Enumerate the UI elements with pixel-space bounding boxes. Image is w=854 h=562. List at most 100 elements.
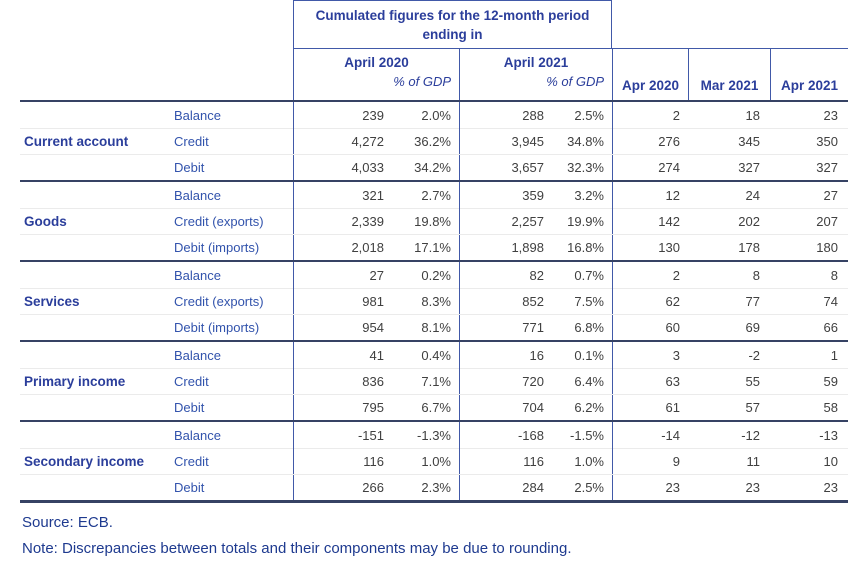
value-cell: 66 bbox=[823, 319, 838, 335]
row-item-label: Credit bbox=[174, 453, 209, 469]
value-cell: 23 bbox=[612, 474, 688, 500]
value-cell: 3,657 bbox=[459, 154, 550, 180]
category-label: Current account bbox=[24, 133, 129, 149]
value-cell: 2.5% bbox=[574, 479, 604, 495]
row-item-label: Credit (exports) bbox=[174, 293, 264, 309]
value-cell: 359 bbox=[459, 182, 550, 208]
row-item-label: Credit bbox=[174, 373, 209, 389]
value-cell: 55 bbox=[745, 373, 760, 389]
value-cell: -2 bbox=[748, 347, 760, 363]
value-cell: -12 bbox=[741, 427, 760, 443]
row-item-label: Debit (imports) bbox=[174, 239, 260, 255]
row-item-label: Balance bbox=[174, 107, 221, 123]
value-cell: 981 bbox=[293, 288, 390, 314]
value-cell: 8.3% bbox=[421, 293, 451, 309]
row-item-label: Debit (imports) bbox=[174, 319, 260, 335]
value-cell: 274 bbox=[612, 154, 688, 180]
value-cell: 27 bbox=[823, 187, 838, 203]
value-cell: 63 bbox=[612, 368, 688, 394]
value-cell: 284 bbox=[459, 474, 550, 500]
value-cell: 202 bbox=[738, 213, 760, 229]
value-cell: 4,272 bbox=[293, 128, 390, 154]
value-cell: -1.5% bbox=[570, 427, 604, 443]
value-cell: 2,018 bbox=[293, 234, 390, 260]
table-footer: Source: ECB. Note: Discrepancies between… bbox=[22, 510, 572, 562]
value-cell: 6.2% bbox=[574, 399, 604, 415]
category-label: Services bbox=[24, 293, 80, 309]
value-cell: 17.1% bbox=[414, 239, 451, 255]
value-cell: 771 bbox=[459, 314, 550, 340]
row-item-label: Balance bbox=[174, 347, 221, 363]
value-cell: 24 bbox=[745, 187, 760, 203]
value-cell: 1.0% bbox=[574, 453, 604, 469]
value-cell: 116 bbox=[293, 448, 390, 474]
month-column-header-apr-2021: Apr 2021 bbox=[770, 48, 848, 100]
value-cell: 2 bbox=[612, 262, 688, 288]
value-cell: -151 bbox=[293, 422, 390, 448]
value-cell: -14 bbox=[612, 422, 688, 448]
year-group-april-2020: April 2020 % of GDP bbox=[293, 48, 459, 100]
value-cell: -1.3% bbox=[417, 427, 451, 443]
year-group-april-2021: April 2021 % of GDP bbox=[459, 48, 612, 100]
value-cell: 8.1% bbox=[421, 319, 451, 335]
pct-of-gdp-label: % of GDP bbox=[546, 74, 604, 89]
value-cell: 1.0% bbox=[421, 453, 451, 469]
value-cell: 77 bbox=[745, 293, 760, 309]
row-item-label: Balance bbox=[174, 427, 221, 443]
balance-of-payments-table: Cumulated figures for the 12-month perio… bbox=[20, 0, 848, 503]
value-cell: 142 bbox=[612, 208, 688, 234]
year-group-label: April 2020 bbox=[344, 55, 409, 70]
row-group: Goods Balance 321 2.7% 359 3.2% 12 24 27 Credit (… bbox=[20, 180, 848, 260]
value-cell: 36.2% bbox=[414, 133, 451, 149]
row-item-label: Credit bbox=[174, 133, 209, 149]
year-group-label: April 2021 bbox=[503, 55, 569, 70]
value-cell: 18 bbox=[745, 107, 760, 123]
value-cell: 0.2% bbox=[421, 267, 451, 283]
value-cell: 207 bbox=[816, 213, 838, 229]
category-label: Secondary income bbox=[24, 453, 145, 469]
value-cell: 116 bbox=[459, 448, 550, 474]
value-cell: 852 bbox=[459, 288, 550, 314]
table-header: Cumulated figures for the 12-month perio… bbox=[20, 0, 848, 102]
value-cell: 239 bbox=[293, 102, 390, 128]
value-cell: 720 bbox=[459, 368, 550, 394]
category-label: Goods bbox=[24, 213, 67, 229]
row-group: Services Balance 27 0.2% 82 0.7% 2 8 8 Credit (ex… bbox=[20, 260, 848, 340]
value-cell: 8 bbox=[752, 267, 760, 283]
value-cell: 27 bbox=[293, 262, 390, 288]
value-cell: 1 bbox=[830, 347, 838, 363]
value-cell: 8 bbox=[830, 267, 838, 283]
value-cell: 19.8% bbox=[414, 213, 451, 229]
row-item-label: Debit bbox=[174, 479, 205, 495]
category-label: Primary income bbox=[24, 373, 126, 389]
value-cell: 795 bbox=[293, 394, 390, 420]
value-cell: -13 bbox=[819, 427, 838, 443]
value-cell: 327 bbox=[738, 159, 760, 175]
value-cell: 3,945 bbox=[459, 128, 550, 154]
value-cell: 23 bbox=[745, 479, 760, 495]
value-cell: 7.5% bbox=[574, 293, 604, 309]
value-cell: 1,898 bbox=[459, 234, 550, 260]
value-cell: 41 bbox=[293, 342, 390, 368]
row-group: Secondary income Balance -151 -1.3% -168 -1.5… bbox=[20, 420, 848, 500]
value-cell: 6.8% bbox=[574, 319, 604, 335]
value-cell: 16.8% bbox=[567, 239, 604, 255]
value-cell: 276 bbox=[612, 128, 688, 154]
row-item-label: Balance bbox=[174, 187, 221, 203]
value-cell: -168 bbox=[459, 422, 550, 448]
value-cell: 61 bbox=[612, 394, 688, 420]
value-cell: 327 bbox=[816, 159, 838, 175]
value-cell: 2.3% bbox=[421, 479, 451, 495]
value-cell: 266 bbox=[293, 474, 390, 500]
value-cell: 74 bbox=[823, 293, 838, 309]
value-cell: 350 bbox=[816, 133, 838, 149]
value-cell: 69 bbox=[745, 319, 760, 335]
value-cell: 58 bbox=[823, 399, 838, 415]
value-cell: 3.2% bbox=[574, 187, 604, 203]
row-item-label: Debit bbox=[174, 399, 205, 415]
value-cell: 9 bbox=[612, 448, 688, 474]
value-cell: 7.1% bbox=[421, 373, 451, 389]
value-cell: 0.1% bbox=[574, 347, 604, 363]
month-column-header-mar-2021: Mar 2021 bbox=[688, 48, 770, 100]
